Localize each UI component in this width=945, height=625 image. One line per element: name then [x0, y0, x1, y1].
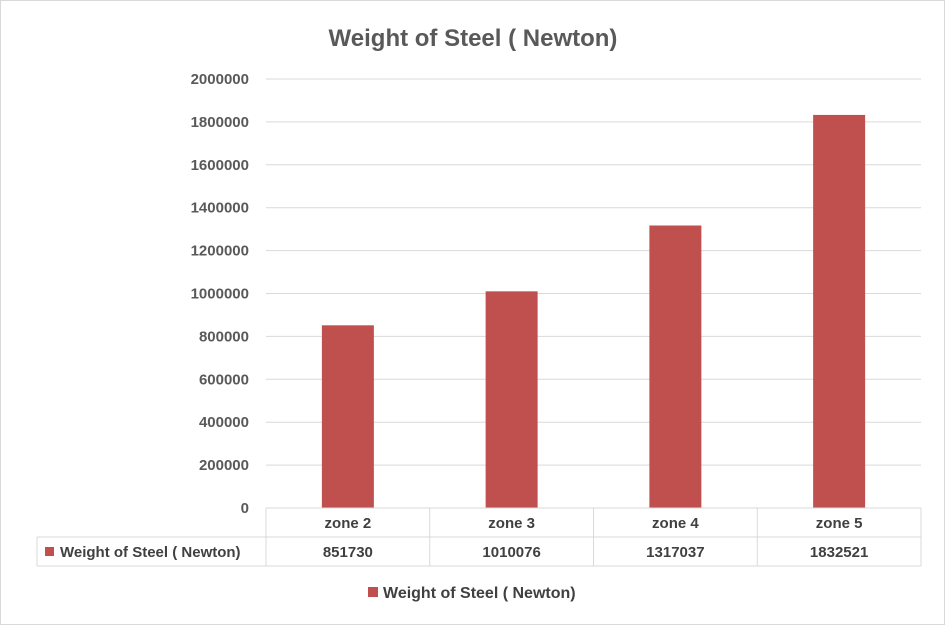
legend-label: Weight of Steel ( Newton)	[383, 585, 576, 602]
x-tick-label: zone 5	[816, 515, 863, 532]
y-tick-label: 800000	[199, 328, 249, 345]
y-tick-label: 600000	[199, 371, 249, 388]
bar-zone-3	[485, 291, 538, 508]
x-tick-label: zone 4	[652, 515, 699, 532]
bars	[321, 114, 866, 509]
y-axis-tick-labels: 0 200000 400000 600000 800000 1000000 1200000 1…	[191, 71, 249, 517]
x-tick-label: zone 3	[488, 515, 535, 532]
bar-zone-4	[649, 225, 702, 509]
y-tick-label: 1600000	[191, 157, 249, 174]
legend-key	[368, 587, 378, 597]
y-tick-label: 200000	[199, 457, 249, 474]
data-table: zone 2 851730 zone 3 1010076 zone 4 1317037 zo…	[36, 507, 922, 567]
x-tick-label: zone 2	[325, 515, 372, 532]
bar-zone-2	[321, 325, 374, 508]
y-tick-label: 1200000	[191, 243, 249, 260]
bar-zone-5	[813, 114, 866, 508]
data-label: 1010076	[482, 544, 540, 561]
data-label: 851730	[323, 544, 373, 561]
table-legend-key	[45, 547, 54, 556]
y-tick-label: 400000	[199, 414, 249, 431]
table-series-label: Weight of Steel ( Newton)	[60, 544, 241, 561]
y-tick-label: 2000000	[191, 71, 249, 88]
data-label: 1832521	[810, 544, 868, 561]
legend: Weight of Steel ( Newton)	[368, 585, 576, 602]
chart-title: Weight of Steel ( Newton)	[329, 25, 618, 52]
y-tick-label: 1400000	[191, 200, 249, 217]
data-label: 1317037	[646, 544, 704, 561]
y-tick-label: 1800000	[191, 114, 249, 131]
y-tick-label: 0	[241, 500, 249, 517]
y-tick-label: 1000000	[191, 286, 249, 303]
gridlines	[266, 78, 921, 466]
